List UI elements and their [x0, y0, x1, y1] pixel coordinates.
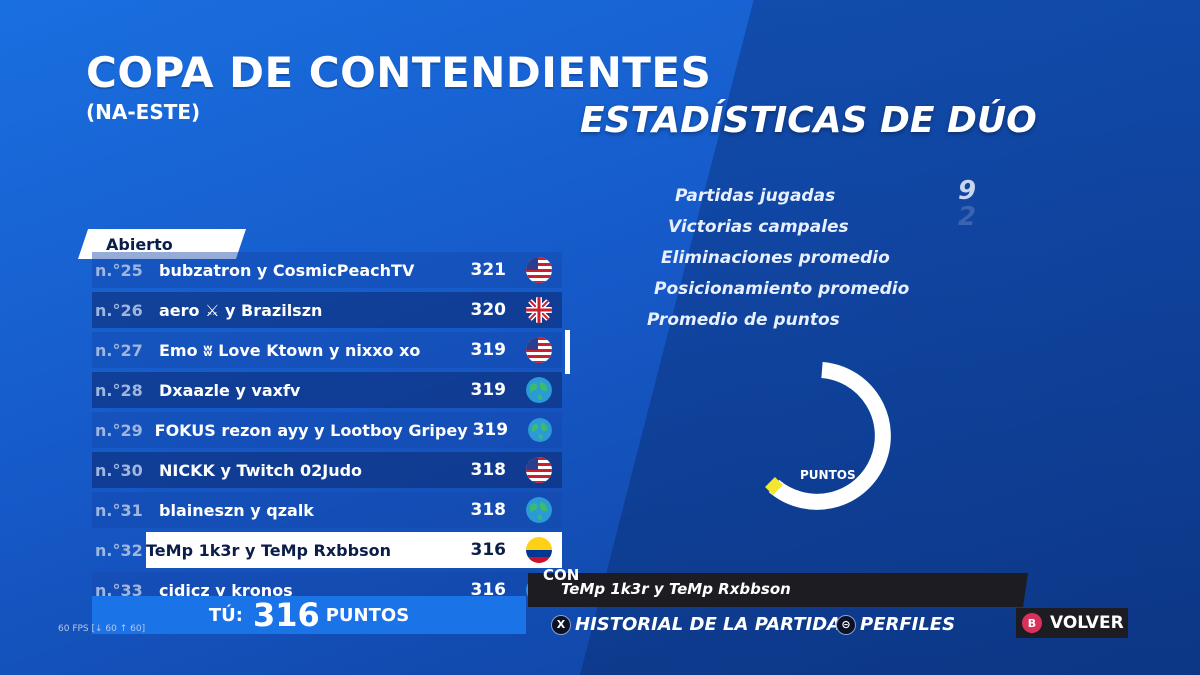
- globe-icon: [526, 377, 552, 403]
- leaderboard-row[interactable]: n.°26 aero ⚔ y Brazilszn 320: [92, 292, 562, 328]
- leaderboard-team-name: aero ⚔ y Brazilszn: [159, 300, 323, 320]
- leaderboard-rank: n.°26: [95, 300, 143, 320]
- points-donut-label: PUNTOS: [800, 468, 856, 482]
- b-button-icon: B: [1022, 613, 1042, 633]
- globe-icon: [528, 417, 552, 443]
- leaderboard-rank: n.°29: [95, 420, 143, 440]
- leaderboard-score: 320: [470, 300, 507, 320]
- leaderboard-team-name: blaineszn y qzalk: [159, 500, 314, 520]
- leaderboard-row[interactable]: n.°31 blaineszn y qzalk 318: [92, 492, 562, 528]
- points-donut: [765, 362, 891, 510]
- leaderboard-score: 319: [472, 420, 509, 440]
- leaderboard-rank: n.°33: [95, 580, 143, 598]
- leaderboard-score: 316: [470, 540, 507, 560]
- touchpad-button-icon: ⊝: [836, 614, 856, 635]
- leaderboard-list[interactable]: n.°25 bubzatron y CosmicPeachTV 321 n.°26 ae…: [92, 252, 562, 597]
- leaderboard-score: 318: [470, 500, 507, 520]
- leaderboard-team-name: TeMp 1k3r y TeMp Rxbbson: [146, 540, 391, 560]
- points-donut-marker: [765, 477, 783, 495]
- leaderboard-team-name: cidicz y kronos: [159, 580, 293, 598]
- stats-title: ESTADÍSTICAS DE DÚO: [580, 100, 1037, 141]
- us-flag-icon: [526, 337, 552, 363]
- match-history-label: HISTORIAL DE LA PARTIDA: [575, 614, 842, 635]
- stat-value-matches: 9: [958, 176, 977, 206]
- stat-label-points: Promedio de puntos: [647, 310, 840, 330]
- match-history-button[interactable]: X HISTORIAL DE LA PARTIDA: [551, 614, 841, 635]
- your-points-unit: PUNTOS: [325, 604, 410, 626]
- leaderboard-score: 319: [470, 380, 507, 400]
- uk-flag-icon: [526, 297, 552, 323]
- us-flag-icon: [526, 257, 552, 283]
- back-button[interactable]: B VOLVER: [1016, 608, 1128, 638]
- stat-value-wins: 2: [958, 202, 977, 230]
- your-points-bar: TÚ: 316 PUNTOS: [92, 596, 526, 634]
- leaderboard-scrollbar[interactable]: [565, 330, 570, 374]
- x-button-icon: X: [551, 614, 571, 635]
- stat-label-placement: Posicionamiento promedio: [654, 279, 910, 299]
- leaderboard-score: 321: [470, 260, 507, 280]
- leaderboard-row[interactable]: n.°25 bubzatron y CosmicPeachTV 321: [92, 252, 562, 288]
- your-points-value: 316: [252, 596, 320, 634]
- colombia-flag-icon: [526, 537, 552, 563]
- leaderboard-team-name: Dxaazle y vaxfv: [159, 380, 301, 400]
- leaderboard-row[interactable]: n.°27 Emo ʬ Love Ktown y nixxo xo 319: [92, 332, 562, 368]
- leaderboard-score: 318: [470, 460, 507, 480]
- fps-counter: 60 FPS [↓ 60 ↑ 60]: [58, 624, 146, 634]
- leaderboard-rank: n.°32: [95, 540, 143, 560]
- leaderboard-rank: n.°27: [95, 340, 143, 360]
- stat-label-wins: Victorias campales: [668, 217, 849, 237]
- partner-name: TeMp 1k3r y TeMp Rxbbson: [561, 580, 791, 598]
- leaderboard-row[interactable]: n.°28 Dxaazle y vaxfv 319: [92, 372, 562, 408]
- back-label: VOLVER: [1050, 613, 1124, 633]
- leaderboard-team-name: bubzatron y CosmicPeachTV: [159, 260, 415, 280]
- leaderboard-score: 319: [470, 340, 507, 360]
- partner-banner: [528, 573, 1028, 607]
- region-subtitle: (NA-ESTE): [86, 100, 201, 124]
- points-donut-ring: [768, 362, 891, 510]
- leaderboard-team-name: FOKUS rezon ayy y Lootboy Gripey: [154, 420, 468, 440]
- leaderboard-rank: n.°25: [95, 260, 143, 280]
- profiles-button[interactable]: ⊝ PERFILES: [836, 614, 955, 635]
- leaderboard-rank: n.°28: [95, 380, 143, 400]
- leaderboard-team-name: NICKK y Twitch 02Judo: [159, 460, 363, 480]
- leaderboard-row[interactable]: n.°33 cidicz y kronos 316: [92, 572, 562, 597]
- leaderboard-row[interactable]: n.°32 TeMp 1k3r y TeMp Rxbbson 316: [95, 532, 562, 568]
- leaderboard-row[interactable]: n.°29 FOKUS rezon ayy y Lootboy Gripey 319: [92, 412, 562, 448]
- stat-label-elims: Eliminaciones promedio: [661, 248, 890, 268]
- leaderboard-score: 316: [470, 580, 507, 597]
- leaderboard-rank: n.°30: [95, 460, 143, 480]
- leaderboard-team-name: Emo ʬ Love Ktown y nixxo xo: [159, 340, 421, 360]
- tab-open[interactable]: Abierto: [78, 229, 246, 259]
- stat-label-matches: Partidas jugadas: [675, 186, 836, 206]
- leaderboard-rank: n.°31: [95, 500, 143, 520]
- your-points-label: TÚ:: [208, 604, 243, 626]
- us-flag-icon: [526, 457, 552, 483]
- page-title: COPA DE CONTENDIENTES: [86, 48, 712, 97]
- partner-prefix: CON: [543, 566, 580, 584]
- leaderboard-row[interactable]: n.°30 NICKK y Twitch 02Judo 318: [92, 452, 562, 488]
- globe-icon: [526, 497, 552, 523]
- profiles-label: PERFILES: [860, 614, 956, 635]
